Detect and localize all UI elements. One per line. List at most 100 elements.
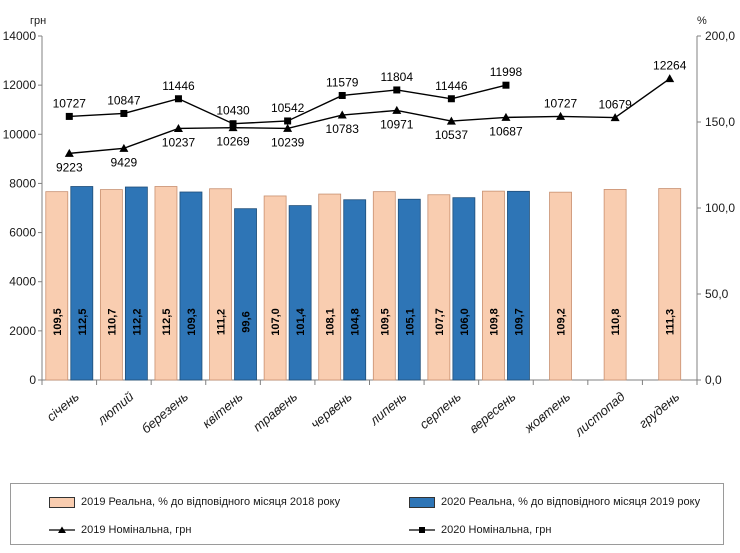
marker-2019 — [665, 74, 675, 83]
legend-swatch-bar-2019 — [49, 496, 75, 508]
line-label-2020: 11446 — [435, 79, 468, 93]
bar-label-2019: 109,8 — [488, 308, 500, 336]
bar-2020 — [124, 186, 148, 381]
x-tick-label: січень — [44, 389, 82, 425]
left-tick-label: 14000 — [3, 29, 37, 43]
bar-2019 — [372, 191, 396, 381]
line-label-2019: 10687 — [489, 124, 523, 138]
left-tick-label: 8000 — [9, 176, 36, 190]
right-tick-label: 50,0 — [705, 287, 729, 301]
bar-2020 — [452, 197, 476, 381]
line-label-2020: 10542 — [271, 101, 305, 115]
left-tick-label: 4000 — [9, 275, 36, 289]
left-tick-label: 6000 — [9, 226, 36, 240]
chart-labels: 109,5 110,7 112,5 111,2 107,0 108,1 109,5 107,7… — [52, 59, 687, 336]
line-label-2020: 10727 — [53, 96, 87, 110]
bar-2019 — [263, 195, 287, 381]
marker-2019 — [556, 111, 566, 120]
marker-2020 — [229, 120, 237, 128]
right-tick-label: 0,0 — [705, 373, 722, 387]
marker-2019 — [610, 113, 620, 122]
marker-2020 — [502, 81, 510, 89]
bar-2020 — [343, 199, 367, 381]
bar-label-2019: 107,7 — [434, 308, 446, 336]
line-label-2019: 9223 — [56, 160, 83, 174]
bar-2020 — [179, 191, 203, 381]
line-label-2019: 12264 — [653, 59, 687, 73]
left-axis-unit: грн — [30, 15, 46, 27]
chart-bars — [45, 186, 682, 381]
legend-label-line-2019: 2019 Номінальна, грн — [81, 524, 192, 536]
right-tick-label: 150,0 — [705, 115, 735, 129]
bar-label-2019: 109,5 — [52, 308, 64, 336]
bar-label-2020: 112,5 — [77, 309, 89, 336]
marker-2020 — [174, 95, 182, 103]
bar-2019 — [154, 186, 178, 381]
line-label-2019: 10971 — [380, 117, 414, 131]
marker-2019 — [283, 123, 293, 132]
bar-label-2020: 101,4 — [295, 307, 307, 335]
bar-label-2019: 111,3 — [665, 309, 677, 335]
bar-2019 — [45, 191, 69, 381]
marker-2019 — [337, 110, 347, 119]
line-label-2019: 10727 — [544, 96, 578, 110]
marker-2019 — [119, 143, 129, 152]
bar-label-2019: 111,2 — [216, 309, 228, 335]
x-tick-label: листопад — [571, 389, 628, 440]
legend-label-bar-2019: 2019 Реальна, % до відповідного місяця 2… — [81, 496, 341, 508]
chart-legend: 2019 Реальна, % до відповідного місяця 2… — [10, 483, 724, 545]
marker-2020 — [338, 91, 346, 99]
right-tick-label: 200,0 — [705, 29, 735, 43]
line-label-2019: 10783 — [326, 122, 360, 136]
left-tick-label: 12000 — [3, 78, 37, 92]
bar-label-2019: 108,1 — [325, 308, 337, 336]
bar-label-2019: 110,8 — [610, 309, 622, 336]
left-tick-label: 0 — [29, 373, 36, 387]
line-label-2020: 11446 — [162, 79, 195, 93]
chart-lines — [64, 74, 675, 157]
marker-2019 — [446, 116, 456, 125]
bar-2020 — [288, 205, 312, 381]
line-label-2019: 10237 — [162, 135, 196, 149]
left-tick-label: 2000 — [9, 324, 36, 338]
marker-2020 — [393, 86, 401, 94]
bar-2019 — [318, 193, 342, 381]
legend-swatch-line-2019 — [49, 526, 75, 533]
x-tick-label: жовтень — [521, 389, 574, 437]
legend-item-bar-2019: 2019 Реальна, % до відповідного місяця 2… — [49, 496, 340, 508]
line-label-2019: 10679 — [598, 98, 632, 112]
bar-2019 — [603, 189, 627, 381]
line-label-2020: 10847 — [107, 93, 141, 107]
legend-label-bar-2020: 2020 Реальна, % до відповідного місяця 2… — [441, 496, 701, 508]
bar-label-2020: 99,6 — [241, 311, 253, 332]
line-label-2020: 11804 — [381, 70, 414, 84]
line-label-2020: 10430 — [216, 104, 250, 118]
marker-2019 — [392, 105, 402, 114]
bar-label-2019: 110,7 — [106, 309, 118, 336]
line-label-2019: 10269 — [216, 135, 250, 149]
marker-2020 — [447, 95, 455, 103]
right-axis-unit: % — [697, 15, 707, 27]
bar-label-2020: 104,8 — [350, 308, 362, 336]
line-label-2019: 10537 — [435, 128, 469, 142]
x-tick-label: липень — [366, 389, 409, 429]
x-tick-label: вересень — [466, 389, 518, 436]
bar-2019 — [658, 188, 682, 381]
bar-2020 — [234, 208, 257, 381]
bar-label-2019: 109,5 — [379, 308, 391, 336]
marker-2020 — [65, 112, 73, 120]
marker-2019 — [501, 112, 511, 121]
legend-item-line-2020: 2020 Номінальна, грн — [409, 524, 551, 536]
line-label-2019: 9429 — [111, 155, 138, 169]
legend-label-line-2020: 2020 Номінальна, грн — [441, 524, 552, 536]
line-label-2020: 11579 — [326, 75, 359, 89]
marker-2019 — [173, 123, 183, 132]
bar-label-2020: 112,2 — [131, 309, 143, 336]
bar-2019 — [482, 190, 505, 381]
legend-swatch-line-2020 — [409, 527, 435, 533]
marker-2020 — [120, 109, 128, 117]
bar-label-2019: 112,5 — [161, 309, 173, 336]
marker-2020 — [284, 117, 292, 125]
x-tick-label: травень — [250, 389, 300, 435]
